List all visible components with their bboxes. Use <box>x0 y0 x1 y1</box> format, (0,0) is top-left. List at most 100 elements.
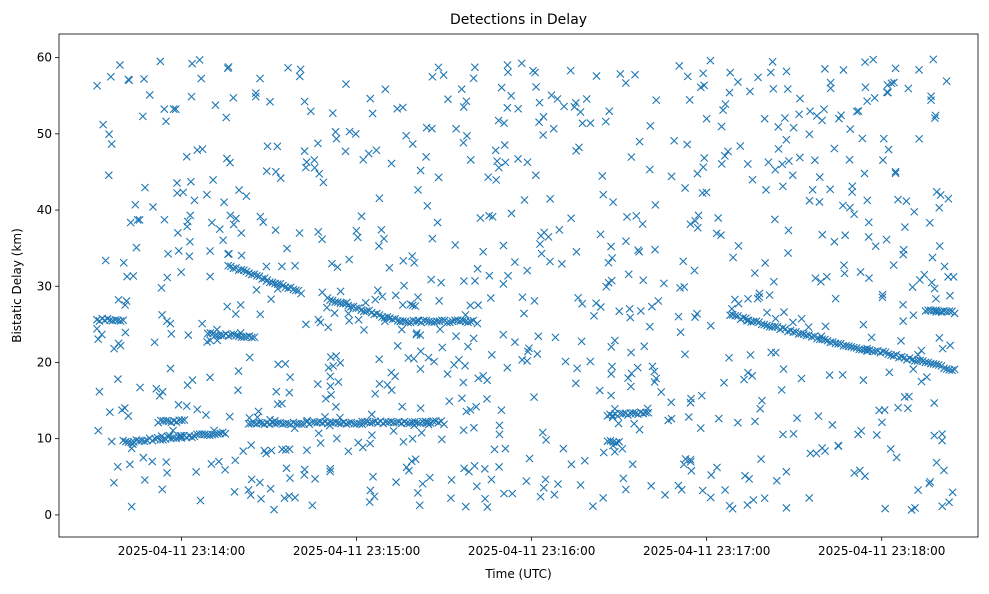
detection-marker <box>945 498 954 507</box>
detection-marker <box>623 212 631 221</box>
detection-marker <box>935 242 944 250</box>
detection-marker <box>470 63 479 72</box>
detection-marker <box>861 472 869 481</box>
detection-marker <box>229 264 238 273</box>
detection-marker <box>754 73 763 82</box>
detection-marker <box>507 209 516 218</box>
detection-marker <box>680 283 689 292</box>
detection-marker <box>932 458 941 467</box>
detection-marker <box>237 229 246 238</box>
detection-marker <box>383 312 392 321</box>
detection-marker <box>889 261 898 270</box>
detection-marker <box>858 134 867 143</box>
detection-marker <box>342 419 351 428</box>
detection-marker <box>490 445 499 454</box>
detection-marker <box>555 225 564 234</box>
detection-marker <box>300 147 309 156</box>
detection-marker <box>948 488 957 497</box>
detection-marker <box>187 92 196 101</box>
detection-marker <box>739 375 748 384</box>
detection-marker <box>164 249 173 258</box>
detection-marker <box>126 218 135 227</box>
detection-marker <box>578 299 587 308</box>
detection-marker <box>762 321 771 330</box>
detection-marker <box>697 391 706 400</box>
detection-marker <box>308 501 317 510</box>
detection-marker <box>458 316 467 325</box>
detection-marker <box>508 489 517 498</box>
detection-marker <box>812 111 821 120</box>
detection-marker <box>867 333 876 342</box>
detection-marker <box>469 334 478 343</box>
detection-marker <box>884 350 893 359</box>
detection-marker <box>871 347 880 356</box>
detection-marker <box>725 353 733 362</box>
detection-marker <box>878 290 887 299</box>
detection-marker <box>118 406 126 415</box>
detection-marker <box>452 332 461 341</box>
detection-marker <box>407 457 416 466</box>
detection-marker <box>861 83 870 92</box>
detection-marker <box>537 249 546 258</box>
detection-marker <box>534 332 543 341</box>
detection-marker <box>500 141 509 150</box>
detection-marker <box>788 318 797 327</box>
detection-marker <box>610 447 619 456</box>
detection-marker <box>517 59 526 68</box>
detection-marker <box>793 414 802 423</box>
detection-marker <box>213 429 222 438</box>
detection-marker <box>158 387 167 396</box>
detection-marker <box>743 160 752 168</box>
detection-marker <box>536 492 545 501</box>
detection-marker <box>681 454 690 463</box>
detection-marker <box>487 350 496 359</box>
detection-marker <box>841 231 850 240</box>
detection-marker <box>347 418 356 427</box>
detection-marker <box>523 266 532 275</box>
detection-marker <box>155 391 164 400</box>
detection-marker <box>721 486 730 495</box>
detection-marker <box>717 122 726 131</box>
detection-marker <box>635 137 644 146</box>
detection-marker <box>266 484 275 493</box>
detection-marker <box>917 346 926 355</box>
detection-marker <box>815 197 824 206</box>
detection-marker <box>839 261 848 270</box>
detection-marker <box>213 336 222 345</box>
detection-marker <box>761 258 770 267</box>
detection-marker <box>422 152 431 161</box>
detection-marker <box>707 471 716 480</box>
detection-marker <box>518 293 527 302</box>
detection-marker <box>195 55 204 64</box>
detection-marker <box>796 94 804 103</box>
detection-marker <box>428 72 437 81</box>
detection-marker <box>624 270 633 279</box>
detection-marker <box>369 472 377 481</box>
detection-marker <box>400 281 409 290</box>
detection-marker <box>366 439 375 448</box>
detection-marker <box>482 394 491 403</box>
detection-marker <box>334 377 343 386</box>
detection-marker <box>930 284 939 293</box>
detection-marker <box>140 437 149 446</box>
detection-marker <box>639 276 648 285</box>
detection-marker <box>743 368 752 377</box>
detection-marker <box>443 95 452 104</box>
detection-marker <box>774 122 783 131</box>
detection-marker <box>388 315 397 324</box>
detection-marker <box>321 394 330 403</box>
detection-marker <box>186 211 195 220</box>
detection-marker <box>280 494 289 503</box>
detection-marker <box>286 373 295 382</box>
detection-marker <box>784 226 793 235</box>
detection-marker <box>281 359 290 368</box>
detection-marker <box>245 353 254 362</box>
detection-marker <box>399 437 408 446</box>
detection-marker <box>125 460 134 469</box>
detection-marker <box>173 179 182 188</box>
y-tick-label: 20 <box>37 355 52 369</box>
detection-marker <box>265 97 274 106</box>
detection-marker <box>140 74 148 83</box>
detection-marker <box>484 173 493 182</box>
detection-marker <box>173 189 182 198</box>
